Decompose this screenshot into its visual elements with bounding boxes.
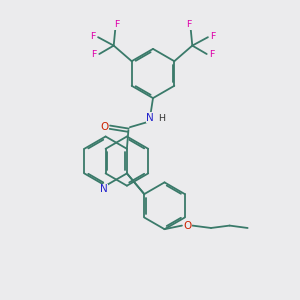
Text: O: O [183,220,191,231]
Text: N: N [146,112,154,123]
Text: F: F [91,50,97,59]
Text: O: O [100,122,109,132]
Text: N: N [100,184,108,194]
Text: F: F [187,20,192,29]
Text: F: F [209,50,215,59]
Text: F: F [211,32,216,41]
Text: F: F [114,20,119,29]
Text: F: F [90,32,95,41]
Text: H: H [158,114,165,123]
